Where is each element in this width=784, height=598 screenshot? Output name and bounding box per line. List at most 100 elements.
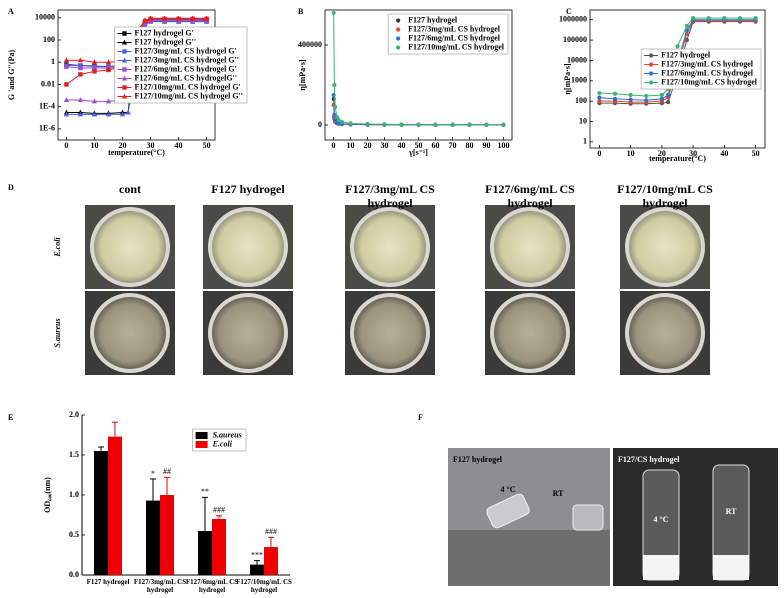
legend-box [114, 26, 248, 104]
significance-label: ## [163, 467, 171, 476]
bar [250, 564, 264, 575]
error-bar [254, 560, 260, 565]
y-tick-label: 10 [579, 116, 587, 125]
point [78, 72, 83, 77]
point [399, 122, 404, 127]
bar [108, 436, 122, 575]
bar [160, 495, 174, 575]
point [78, 65, 83, 71]
x-tick-label: 70 [449, 141, 457, 150]
y-tick-label: 10000 [567, 55, 587, 64]
point [484, 122, 489, 127]
point [147, 15, 154, 21]
error-bar [150, 478, 156, 501]
x-tick-label: 40 [398, 141, 406, 150]
point [644, 98, 649, 103]
x-tick-label: 20 [118, 141, 126, 150]
point [501, 122, 506, 127]
point [382, 122, 387, 127]
y-tick-label: 0.01 [41, 79, 55, 88]
point [628, 92, 633, 98]
legend-marker [122, 85, 127, 90]
significance-label: ** [201, 487, 209, 496]
plate-agar [629, 211, 701, 283]
point [78, 63, 83, 68]
point [737, 16, 743, 21]
point [450, 122, 455, 127]
legend-marker [121, 57, 128, 63]
x-tick-label: 100 [498, 141, 510, 150]
bar [94, 451, 108, 575]
point [597, 90, 602, 96]
point [336, 121, 341, 126]
point [189, 15, 196, 21]
legend-label: F127/6mg/mL CS hydrogel [661, 68, 754, 77]
bar [198, 531, 212, 575]
series-line [333, 94, 504, 126]
y-tick-label: 10000 [35, 13, 55, 22]
legend-label: S.aureus [213, 430, 242, 439]
point [63, 57, 70, 63]
bar [212, 519, 226, 575]
x-tick-label: 0 [64, 141, 68, 150]
plate-agar [494, 297, 566, 369]
point [105, 59, 112, 65]
legend-marker [649, 80, 654, 85]
plate-agar [629, 297, 701, 369]
legend-label: F127/10mg/mL CS hydrogel G' [134, 82, 240, 91]
point [612, 91, 618, 96]
series-line [333, 104, 504, 126]
bar [264, 547, 278, 575]
y-axis-label: G 'and G''(Pa) [7, 50, 16, 101]
column-header: F127 hydrogel [211, 182, 285, 196]
point [119, 111, 126, 117]
point [331, 10, 336, 16]
significance-label: * [151, 469, 155, 478]
y-tick-label: 2.0 [69, 410, 79, 419]
legend-label: F127/3mg/mL CS hydrogel [408, 24, 501, 33]
legend-label: F127/10mg/mL CS hydrogel G'' [134, 91, 243, 100]
x-tick-label: 20 [364, 141, 372, 150]
legend: F127 hydrogel G'F127 hydrogel G''F127/3m… [114, 26, 248, 104]
point [91, 98, 98, 104]
column-header: F127/10mg/mL CS hydrogel [617, 182, 713, 210]
x-tick-label: 10 [347, 141, 355, 150]
point [706, 16, 711, 21]
point [63, 97, 70, 102]
point [365, 121, 370, 127]
panel-label: D [8, 183, 14, 192]
y-axis-label: η[mPa·s] [563, 63, 572, 95]
y-tick-label: 1000000 [559, 15, 587, 24]
vial [572, 504, 604, 531]
legend-label: F127/3mg/mL CS hydrogel [661, 59, 754, 68]
point [105, 111, 112, 117]
point [467, 122, 472, 127]
x-tick-label: 40 [720, 149, 728, 158]
x-tick-label: F127/10mg/mL CS hydrogel [236, 578, 292, 594]
legend-marker [121, 75, 128, 81]
legend-label: F127/3mg/mL CS hydrogel G'' [134, 55, 239, 64]
point [63, 111, 70, 117]
x-tick-label: F127/6mg/mL CS hydrogel [185, 578, 239, 594]
plot-frame [589, 9, 766, 149]
point [64, 82, 69, 87]
x-axis-label: temperature(°C) [649, 154, 706, 163]
x-tick-label: 50 [415, 141, 423, 150]
plate-agar [354, 211, 426, 283]
legend-swatch [195, 432, 208, 439]
row-label: E.coli [53, 237, 62, 258]
error-bar [112, 421, 118, 437]
error-bar [98, 446, 104, 451]
y-tick-label: 1.0 [69, 490, 79, 499]
legend-marker [396, 45, 401, 50]
series-line [333, 12, 504, 126]
x-tick-label: 30 [147, 141, 155, 150]
point [64, 64, 69, 69]
vial [486, 493, 530, 529]
point [659, 96, 664, 101]
column-header: cont [119, 182, 141, 196]
table [448, 530, 610, 586]
